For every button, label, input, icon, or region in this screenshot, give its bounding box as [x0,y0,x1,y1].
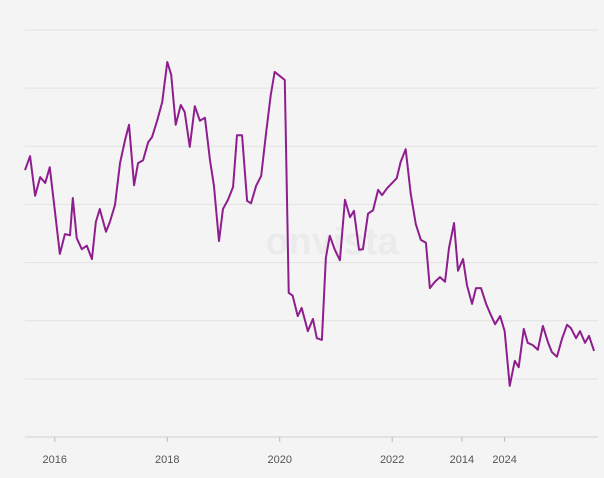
x-tick-label: 2020 [267,454,291,466]
x-tick-label: 2016 [43,454,67,466]
line-series [24,60,596,387]
x-tick-label: 2014 [450,454,474,466]
x-tick-label: 2024 [492,454,516,466]
x-tick-label: 2018 [155,454,179,466]
x-tick-label: 2022 [380,454,404,466]
